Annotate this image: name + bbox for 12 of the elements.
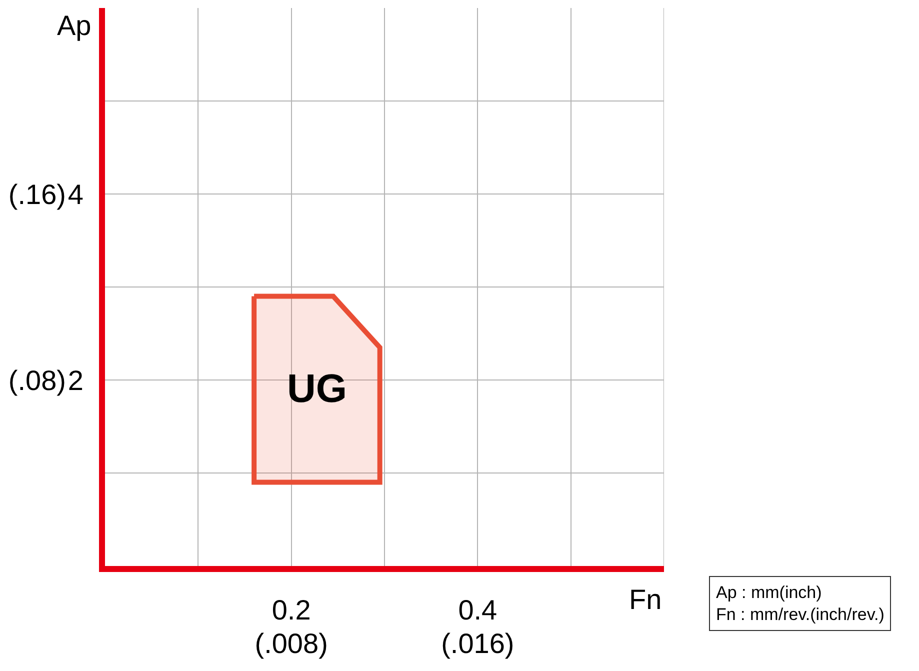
y-tick-label: 4 <box>68 178 84 210</box>
x-axis-title: Fn <box>629 584 662 615</box>
series-label: UG <box>287 367 347 411</box>
x2-tick-label: (.008) <box>254 628 328 659</box>
x2-tick-label: (.016) <box>441 628 514 659</box>
y-tick-label: 2 <box>68 364 84 396</box>
y2-tick-label: (.08) <box>8 364 66 396</box>
x-tick-label: 0.2 <box>272 594 311 626</box>
x-tick-label: 0.4 <box>458 594 498 626</box>
y-axis-title: Ap <box>57 10 92 41</box>
text: Ap : mm(inch) Fn : mm/rev.(inch/rev.) <box>716 583 884 624</box>
y2-tick-label: (.16) <box>8 178 66 210</box>
